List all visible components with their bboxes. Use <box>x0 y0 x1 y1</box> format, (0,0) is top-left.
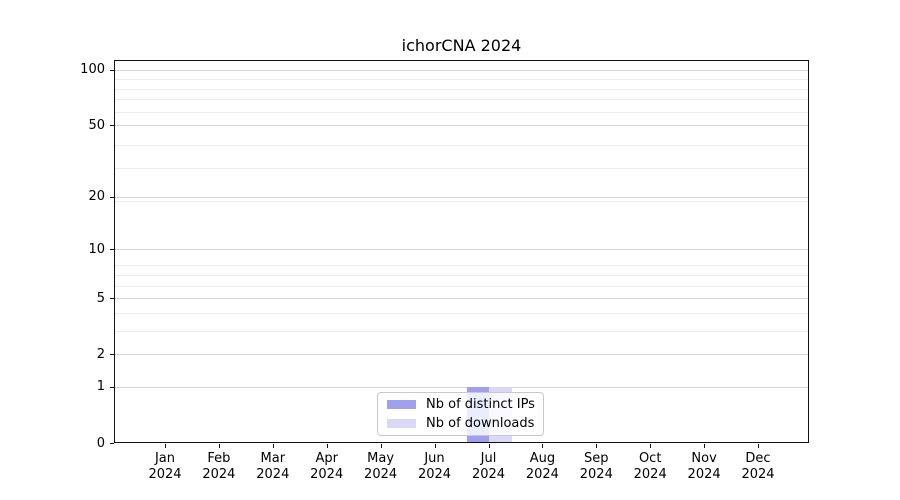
x-tick-label: Jan 2024 <box>148 451 182 482</box>
x-tick-label: Apr 2024 <box>310 451 344 482</box>
y-tick-label: 0 <box>96 435 105 451</box>
gridline-major <box>115 298 808 300</box>
gridline-minor <box>115 265 808 267</box>
y-tick <box>110 125 114 126</box>
x-tick <box>650 444 652 448</box>
x-tick <box>326 444 328 448</box>
chart-title: ichorCNA 2024 <box>401 36 522 55</box>
y-tick <box>110 298 114 300</box>
x-tick-label: Oct 2024 <box>633 451 667 482</box>
x-tick-label: Aug 2024 <box>525 451 559 482</box>
y-tick <box>110 249 114 251</box>
x-tick-label: Nov 2024 <box>687 451 721 482</box>
y-tick-label: 10 <box>88 241 105 257</box>
gridline-major <box>115 249 808 251</box>
y-tick-label: 1 <box>96 379 105 395</box>
y-tick <box>110 69 114 71</box>
y-tick <box>110 386 114 388</box>
gridline-minor <box>115 79 808 81</box>
y-tick <box>110 354 114 356</box>
y-tick <box>110 196 114 198</box>
gridline-minor <box>115 330 808 332</box>
gridline-major <box>115 354 808 356</box>
x-tick-label: Jul 2024 <box>471 451 506 482</box>
x-tick-label: May 2024 <box>364 451 398 482</box>
gridline-minor <box>115 111 808 113</box>
y-tick-label: 5 <box>96 290 105 306</box>
x-tick <box>165 444 166 448</box>
x-tick <box>542 444 544 448</box>
x-tick <box>434 444 436 448</box>
legend-item-downloads: Nb of downloads <box>387 416 534 432</box>
legend-item-distinct-ips: Nb of distinct IPs <box>387 396 535 413</box>
gridline-major <box>115 125 808 126</box>
gridline-minor <box>115 144 808 146</box>
x-tick <box>272 444 274 448</box>
x-tick-label: Mar 2024 <box>256 451 290 482</box>
x-tick <box>218 444 220 448</box>
legend-label-downloads: Nb of downloads <box>426 415 535 431</box>
y-tick <box>110 443 114 444</box>
y-tick-label: 50 <box>88 117 105 133</box>
x-tick-label: Sep 2024 <box>579 451 613 482</box>
x-tick-label: Dec 2024 <box>741 451 775 482</box>
x-tick <box>758 444 759 448</box>
gridline-minor <box>115 168 808 169</box>
legend-swatch-distinct-ips-icon <box>387 400 416 409</box>
x-tick <box>488 444 490 448</box>
y-tick-label: 20 <box>88 189 105 205</box>
gridline-minor <box>115 312 808 314</box>
x-tick <box>596 444 598 448</box>
x-tick <box>704 444 706 448</box>
gridline-major <box>115 386 808 388</box>
gridline-minor <box>115 285 808 287</box>
x-tick-label: Feb 2024 <box>202 451 236 482</box>
y-tick-label: 2 <box>96 346 105 362</box>
gridline-minor <box>115 274 808 276</box>
x-tick <box>380 444 382 448</box>
y-tick-label: 100 <box>80 62 105 78</box>
gridline-minor <box>115 99 808 101</box>
x-tick-label: Jun 2024 <box>417 451 452 482</box>
legend: Nb of distinct IPs Nb of downloads <box>377 392 544 436</box>
gridline-minor <box>115 200 808 202</box>
gridline-major <box>115 196 808 198</box>
gridline-major <box>115 69 808 71</box>
legend-label-distinct-ips: Nb of distinct IPs <box>426 396 535 412</box>
gridline-minor <box>115 88 808 90</box>
legend-swatch-downloads-icon <box>387 419 416 428</box>
plot-area <box>114 60 809 443</box>
